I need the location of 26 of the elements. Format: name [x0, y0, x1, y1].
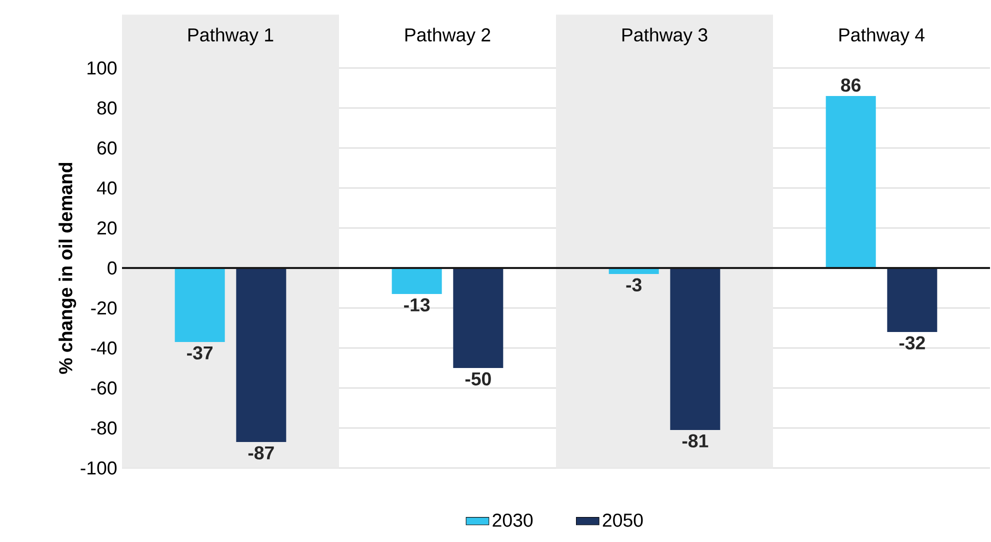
data-label: -13	[404, 298, 430, 312]
data-label: 86	[841, 78, 861, 92]
data-label: -3	[626, 278, 642, 292]
data-label: -87	[248, 446, 274, 460]
x-tick-label: Pathway 2	[405, 28, 490, 46]
y-tick-label: 0	[108, 261, 117, 275]
y-tick-label: 100	[88, 61, 117, 75]
y-tick-label: -40	[91, 341, 117, 355]
x-tick-label: Pathway 1	[188, 28, 274, 46]
data-label: -37	[187, 346, 212, 360]
y-tick-label: -100	[80, 461, 117, 475]
y-tick-label: -60	[91, 381, 117, 395]
y-axis-title: % change in oil demand	[58, 162, 76, 374]
x-tick-label: Pathway 4	[839, 28, 925, 46]
y-tick-label: 80	[97, 101, 117, 115]
x-tick-label: Pathway 3	[622, 28, 708, 46]
data-label: -81	[682, 434, 708, 448]
y-tick-label: 20	[97, 221, 117, 235]
legend-label: 2030	[492, 514, 533, 527]
legend-label: 2050	[602, 514, 643, 527]
data-label: -50	[465, 372, 491, 386]
y-tick-label: 40	[96, 181, 117, 195]
y-tick-label: -80	[91, 421, 117, 435]
data-label: -32	[899, 336, 925, 350]
y-tick-label: 60	[97, 141, 117, 155]
y-tick-label: -20	[91, 301, 117, 315]
